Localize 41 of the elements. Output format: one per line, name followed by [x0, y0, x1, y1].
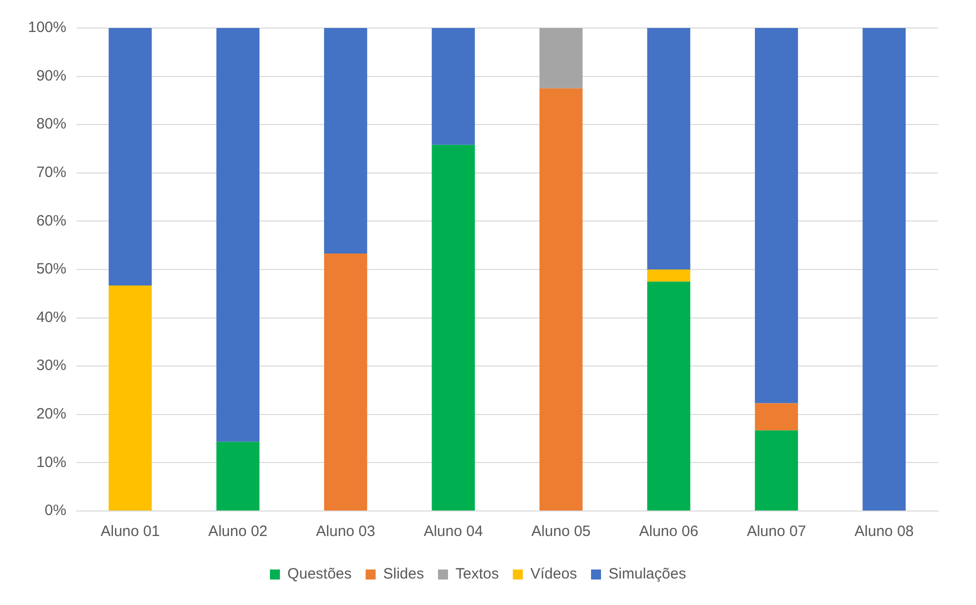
bar: [647, 28, 690, 270]
bar: [539, 88, 583, 510]
bar: [754, 403, 798, 430]
bar: [216, 442, 260, 510]
legend-label: Questões: [287, 566, 352, 583]
bar: [647, 270, 690, 282]
x-tick-label: Aluno 06: [639, 523, 698, 540]
y-tick-label: 60%: [36, 212, 66, 230]
x-tick-label: Aluno 07: [746, 523, 806, 540]
bar: [216, 28, 260, 442]
legend-label: Slides: [383, 566, 424, 583]
y-tick-label: 50%: [36, 260, 66, 278]
y-tick-label: 70%: [36, 164, 66, 182]
bar: [539, 28, 583, 88]
bar: [108, 28, 152, 286]
legend-label: Textos: [455, 566, 499, 583]
y-tick-label: 30%: [36, 357, 66, 374]
y-tick-label: 10%: [36, 454, 66, 471]
y-tick-label: 100%: [28, 19, 66, 36]
x-tick-label: Aluno 04: [424, 523, 483, 540]
bar: [324, 254, 368, 510]
x-tick-label: Aluno 01: [100, 523, 160, 540]
legend-label: Simulações: [608, 566, 686, 583]
y-tick-label: 20%: [36, 406, 66, 423]
x-tick-label: Aluno 08: [854, 523, 914, 540]
x-tick-label: Aluno 05: [531, 523, 591, 540]
bar: [754, 28, 798, 404]
y-tick-label: 90%: [36, 67, 66, 84]
y-tick-label: 80%: [36, 116, 66, 133]
bar: [108, 285, 152, 510]
x-tick-label: Aluno 02: [208, 523, 268, 540]
y-tick-label: 40%: [36, 308, 66, 326]
legend-label: Vídeos: [530, 566, 578, 583]
bar: [862, 28, 906, 510]
bar: [324, 28, 368, 254]
x-tick-label: Aluno 03: [316, 523, 376, 540]
bar: [432, 28, 475, 145]
bar: [647, 282, 690, 510]
y-tick-label: 0%: [44, 502, 66, 520]
bar: [754, 430, 798, 510]
bar: [432, 144, 475, 510]
